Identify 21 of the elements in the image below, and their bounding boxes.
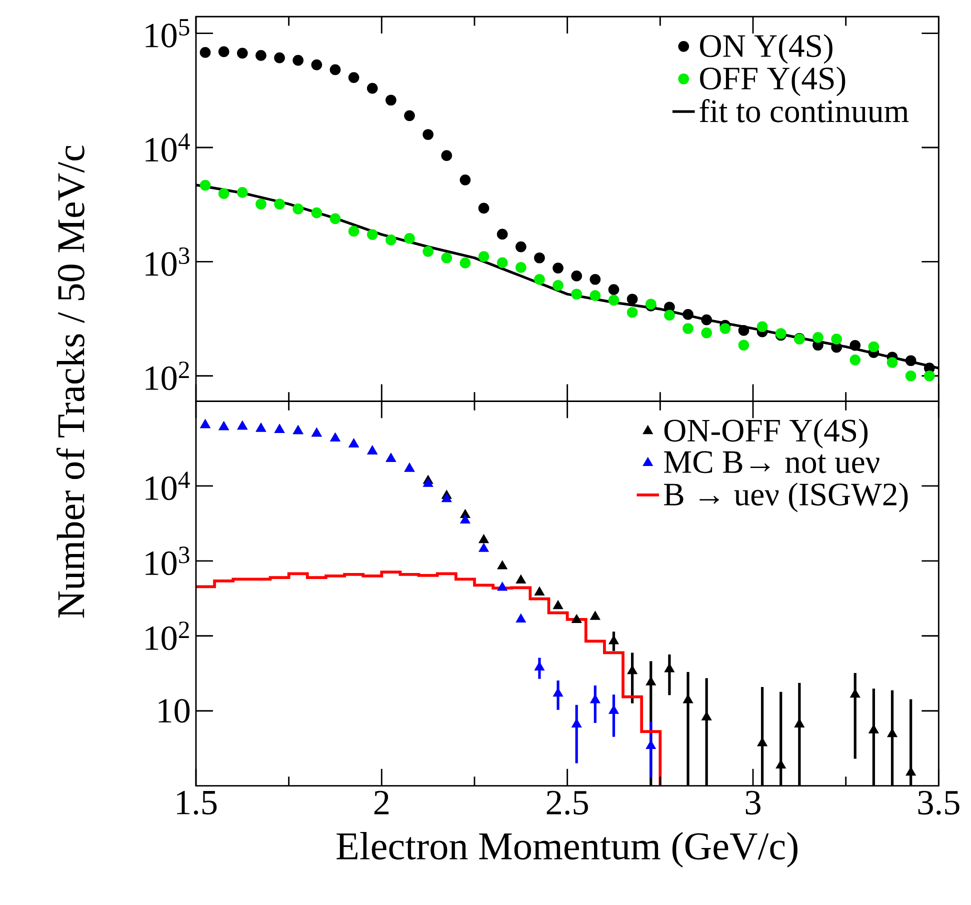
- y-tick-label: 10: [158, 698, 190, 723]
- legend-label: ON Υ(4S): [700, 34, 832, 64]
- y-tick-label: 10$^{3}$: [146, 546, 190, 575]
- y-tick-label: 10$^{4}$: [146, 472, 190, 500]
- legend-label: B → ueν (ISGW2): [664, 482, 908, 512]
- legend-label: fit to continuum: [700, 98, 909, 122]
- x-axis-title: Electron Momentum (GeV/c): [336, 832, 798, 868]
- legend-label: OFF Υ(4S): [700, 66, 846, 96]
- x-tick-label: 3.5: [918, 790, 960, 815]
- x-tick-label: 2.5: [546, 790, 588, 815]
- y-tick-label: 10$^{2}$: [146, 361, 189, 390]
- x-tick-label: 3: [746, 790, 760, 814]
- x-tick-label: 2: [374, 790, 389, 814]
- legend-label: MC B→ not ueν: [664, 451, 880, 473]
- y-tick-label: 10$^{2}$: [146, 621, 189, 650]
- legend-label: ON-OFF Υ(4S): [664, 418, 868, 448]
- y-tick-label: 10$^{3}$: [146, 247, 190, 276]
- x-tick-label: 1.5: [177, 790, 217, 814]
- y-tick-label: 10$^{4}$: [146, 133, 190, 162]
- y-tick-label: 10$^{5}$: [146, 18, 190, 48]
- y-axis-title: Number of Tracks / 50 MeV/c: [56, 146, 85, 618]
